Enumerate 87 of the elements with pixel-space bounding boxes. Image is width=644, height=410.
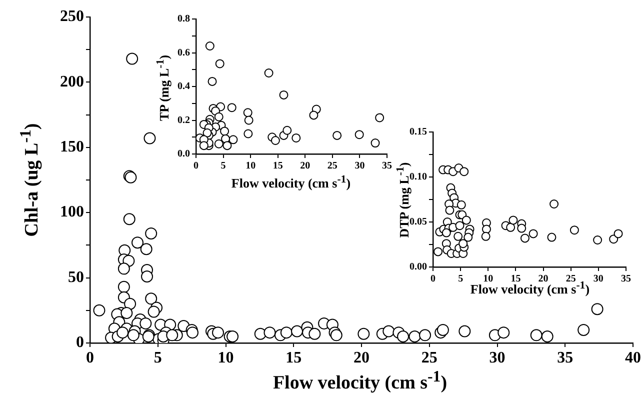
point	[228, 135, 238, 144]
point	[279, 90, 288, 100]
y-tick-label: 0.8	[178, 14, 190, 25]
point	[375, 113, 384, 122]
x-tick-label: 20	[354, 350, 370, 367]
point	[199, 141, 208, 150]
point	[243, 108, 252, 118]
x-tick-label: 5	[220, 160, 226, 172]
y-tick-label: 0.00	[410, 262, 427, 273]
point	[460, 167, 469, 176]
x-tick-label: 15	[510, 274, 521, 285]
point	[354, 130, 364, 140]
y-tick-label: 100	[60, 204, 84, 221]
point	[456, 200, 466, 210]
x-tick-label: 30	[489, 350, 506, 367]
point	[220, 126, 230, 136]
point	[508, 216, 518, 225]
x-tick-label: 10	[218, 350, 234, 367]
point	[214, 139, 224, 148]
x-tick-label: 35	[557, 350, 574, 367]
x-tick-label: 0	[194, 160, 198, 172]
point	[332, 130, 342, 140]
y-tick-label: 0.0	[178, 148, 190, 160]
point	[282, 126, 292, 135]
point	[506, 222, 516, 232]
point	[445, 206, 454, 215]
point	[208, 76, 217, 86]
x-tick-label: 35	[382, 160, 392, 172]
point	[370, 138, 380, 148]
point	[614, 229, 623, 238]
x-tick-label: 25	[566, 274, 576, 285]
y-tick-label: 0.4	[178, 81, 190, 92]
point	[520, 234, 530, 243]
x-tick-label: 5	[458, 274, 464, 285]
point	[434, 247, 443, 256]
x-tick-label: 5	[154, 350, 162, 367]
point	[227, 103, 236, 112]
point	[462, 216, 471, 225]
x-tick-label: 25	[327, 160, 338, 172]
point	[270, 136, 280, 145]
y-tick-label: 0.15	[410, 126, 427, 138]
point	[593, 236, 602, 244]
point	[205, 42, 214, 50]
x-tick-label: 20	[300, 160, 310, 172]
x-tick-label: 20	[538, 274, 548, 285]
point	[215, 59, 224, 68]
point	[547, 232, 556, 242]
y-tick-label: 0	[76, 334, 84, 352]
y-tick-label: 0.10	[410, 172, 427, 183]
point	[517, 224, 526, 233]
y-tick-label: 0.2	[178, 114, 190, 126]
x-tick-label: 15	[286, 350, 302, 367]
y-tick-label: 150	[60, 138, 84, 156]
y-tick-label: 50	[68, 268, 84, 286]
x-tick-label: 30	[354, 160, 365, 172]
point	[442, 228, 451, 238]
x-tick-label: 30	[593, 274, 604, 285]
point	[455, 221, 464, 230]
point	[222, 141, 232, 150]
x-tick-label: 15	[272, 160, 283, 172]
y-tick-label: 0.6	[178, 47, 190, 58]
point	[264, 68, 274, 78]
point	[481, 232, 490, 241]
x-axis-title: Flow velocity (cm s$^{-1}$)	[272, 368, 448, 394]
point	[570, 226, 579, 235]
x-tick-label: 25	[421, 350, 438, 367]
y-tick-label: 0.05	[410, 216, 427, 228]
point	[454, 232, 463, 241]
point	[244, 129, 253, 138]
point	[609, 234, 618, 244]
point	[482, 224, 491, 234]
x-tick-label: 0	[430, 274, 436, 285]
point	[214, 112, 224, 122]
point	[550, 200, 559, 208]
point	[528, 229, 538, 238]
point	[309, 110, 318, 120]
x-tick-label: 10	[246, 160, 256, 172]
x-tick-label: 40	[625, 350, 641, 367]
point	[292, 133, 301, 142]
point	[458, 239, 468, 248]
x-tick-label: 35	[621, 274, 631, 285]
point	[244, 116, 254, 125]
y-tick-label: 250	[60, 8, 84, 26]
y-tick-label: 200	[60, 73, 84, 90]
point	[202, 128, 212, 138]
x-axis-title: Flow velocity (cm s$^{-1}$)	[231, 173, 351, 191]
point	[464, 232, 473, 242]
